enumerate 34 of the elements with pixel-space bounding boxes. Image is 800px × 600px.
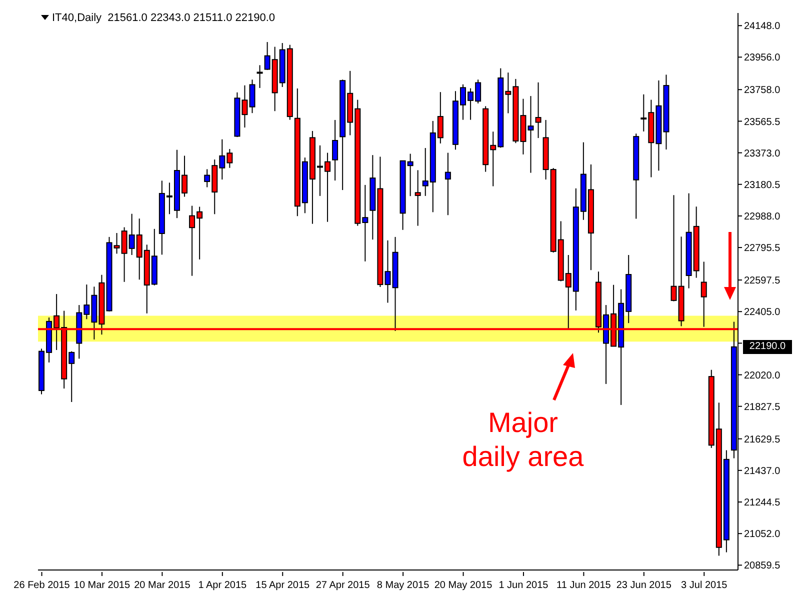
y-tick-label: 22795.5 [744, 243, 781, 254]
chart-title: IT40,Daily 21561.0 22343.0 21511.0 22190.0 [52, 12, 276, 24]
y-tick-label: 23373.0 [744, 148, 781, 160]
x-tick-label: 20 May 2015 [434, 580, 493, 591]
y-tick-label: 22597.5 [744, 276, 781, 287]
y-tick-label: 22020.0 [744, 370, 781, 382]
x-tick-label: 20 Mar 2015 [134, 580, 191, 591]
candlestick [256, 65, 263, 88]
x-tick-label: 1 Apr 2015 [198, 580, 248, 591]
y-tick-label: 21629.5 [744, 434, 781, 446]
y-tick-label: 22405.0 [744, 307, 781, 318]
y-tick-label: 21244.5 [744, 498, 781, 509]
x-tick-label: 11 Jun 2015 [556, 580, 612, 591]
x-tick-label: 3 Jul 2015 [681, 580, 728, 591]
y-tick-label: 20859.5 [744, 560, 781, 572]
y-tick-label: 21827.5 [744, 402, 781, 413]
x-tick-label: 1 Jun 2015 [498, 580, 549, 591]
x-tick-label: 23 Jun 2015 [616, 580, 672, 591]
x-tick-label: 10 Mar 2015 [74, 580, 130, 591]
x-tick-label: 26 Feb 2015 [14, 580, 70, 591]
x-tick-label: 15 Apr 2015 [256, 580, 310, 591]
x-tick-label: 8 May 2015 [376, 580, 430, 591]
y-tick-label: 23758.0 [744, 85, 781, 96]
x-tick-label: 27 Apr 2015 [316, 580, 370, 591]
y-tick-label: 23565.5 [744, 116, 781, 128]
text: 22190.0 [743, 340, 792, 354]
annotation: Major daily area [461, 406, 585, 474]
y-tick-label: 23180.5 [744, 180, 781, 191]
y-tick-label: 23956.0 [744, 52, 781, 64]
candlestick [414, 170, 421, 226]
y-tick-label: 22988.0 [744, 212, 781, 222]
y-tick-label: 21437.0 [744, 466, 781, 477]
y-tick-label: 21052.0 [744, 529, 781, 540]
y-tick-label: 24148.0 [744, 21, 781, 32]
